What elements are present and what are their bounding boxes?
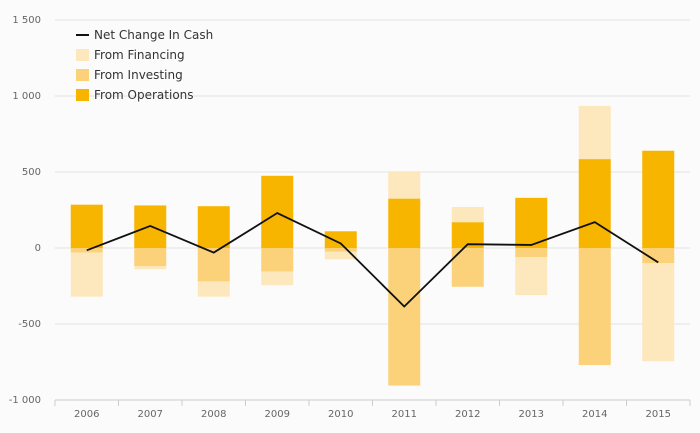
y-tick-label: 1 500 <box>12 15 41 26</box>
x-tick-label: 2009 <box>265 409 290 420</box>
y-tick-label: -500 <box>18 319 41 330</box>
bar-from-financing <box>578 105 611 160</box>
legend-label-net-change-in-cash: Net Change In Cash <box>94 28 213 42</box>
legend-label-from-operations: From Operations <box>94 88 194 102</box>
bar-from-investing <box>642 248 675 264</box>
bar-from-investing <box>261 248 294 272</box>
bar-from-financing <box>134 266 167 270</box>
bar-from-investing <box>388 248 421 386</box>
x-tick-label: 2008 <box>201 409 226 420</box>
bar-from-financing <box>261 271 294 286</box>
y-tick-label: 0 <box>35 243 41 254</box>
bars <box>70 105 675 386</box>
bar-from-operations <box>197 206 230 248</box>
bar-from-financing <box>451 206 484 223</box>
net-change-line-group <box>86 212 659 308</box>
net-change-line <box>86 212 659 308</box>
legend-swatch-from-investing <box>76 69 89 81</box>
legend-swatch-from-operations <box>76 89 89 101</box>
bar-from-operations <box>261 175 294 248</box>
bar-from-financing <box>388 171 421 199</box>
x-tick-label: 2007 <box>138 409 163 420</box>
bar-from-investing <box>134 248 167 267</box>
y-tick-label: 1 000 <box>12 91 41 102</box>
x-tick-label: 2006 <box>74 409 99 420</box>
y-tick-label: 500 <box>22 167 41 178</box>
bar-from-operations <box>642 150 675 248</box>
bar-from-financing <box>197 281 230 297</box>
bar-from-financing <box>515 257 548 296</box>
x-axis: 2006 2007 2008 2009 2010 2011 2012 2013 2014 2015 <box>54 399 691 420</box>
bar-from-operations <box>70 204 103 248</box>
bar-from-investing <box>515 248 548 258</box>
x-tick-label: 2013 <box>519 409 544 420</box>
x-tick-label: 2015 <box>646 409 671 420</box>
bar-from-financing <box>324 251 357 260</box>
x-tick-label: 2012 <box>455 409 480 420</box>
bar-from-operations <box>515 197 548 248</box>
legend-label-from-financing: From Financing <box>94 48 185 62</box>
bar-from-investing <box>578 248 611 366</box>
bar-from-operations <box>578 159 611 248</box>
bar-from-investing <box>451 248 484 287</box>
bar-from-financing <box>642 263 675 362</box>
bar-from-operations <box>324 231 357 248</box>
y-tick-label: -1 000 <box>9 395 41 406</box>
bar-from-operations <box>388 198 421 248</box>
x-tick-label: 2010 <box>328 409 353 420</box>
x-tick-label: 2011 <box>392 409 417 420</box>
bar-from-investing <box>197 248 230 282</box>
x-tick-label: 2014 <box>582 409 607 420</box>
bar-from-financing <box>70 252 103 297</box>
bar-from-investing <box>324 248 357 252</box>
legend-label-from-investing: From Investing <box>94 68 183 82</box>
y-axis-ticks: -1 000 -500 0 500 1 000 1 500 <box>9 15 41 406</box>
legend: Net Change In Cash From Financing From Inv… <box>76 28 213 102</box>
legend-swatch-from-financing <box>76 49 89 61</box>
